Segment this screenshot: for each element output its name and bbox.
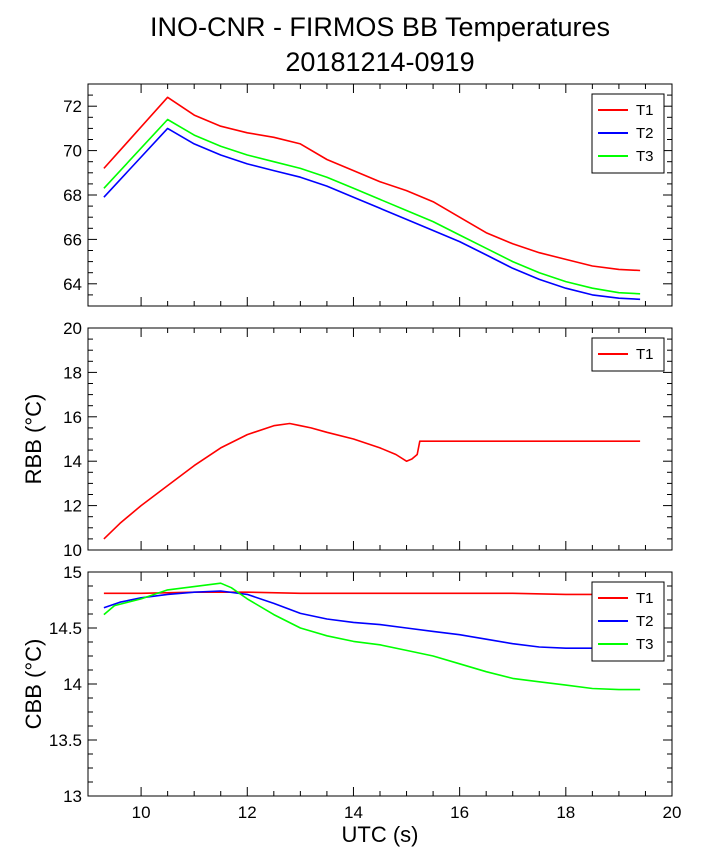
y-tick-label: 64: [63, 275, 82, 294]
x-tick-label: 10: [132, 803, 151, 822]
legend: T1 T2 T3: [591, 581, 665, 662]
legend: T1: [591, 337, 665, 372]
x-axis-label: UTC (s): [342, 822, 419, 847]
y-axis-label: CBB (°C): [21, 639, 46, 730]
y-tick-label: 72: [63, 97, 82, 116]
y-tick-label: 16: [63, 408, 82, 427]
y-tick-label: 13.5: [49, 731, 82, 750]
x-tick-label: 20: [663, 803, 682, 822]
y-tick-label: 15: [63, 563, 82, 582]
y-tick-label: 12: [63, 497, 82, 516]
y-axis-label: RBB (°C): [21, 394, 46, 485]
series-line-t1: [103, 96, 641, 272]
plot-frame: [87, 83, 673, 307]
legend-label-t1: T1: [636, 346, 654, 363]
chart-subtitle: 20181214-0919: [285, 47, 474, 77]
y-tick-label: 68: [63, 186, 82, 205]
y-tick-label: 20: [63, 319, 82, 338]
legend-label-t3: T3: [636, 636, 654, 653]
legend-label-t3: T3: [636, 148, 654, 165]
panel-3: 13 13.5 14 14.5 15 10 12 14 16 18 20 CBB (°C) UTC (s…: [21, 563, 681, 847]
chart-title: INO-CNR - FIRMOS BB Temperatures: [150, 12, 610, 42]
panel-2: 10 12 14 16 18 20 RBB (°C) T1: [21, 319, 673, 560]
legend: T1 T2 T3: [591, 93, 665, 174]
panel-1: 64 66 68 70 72 T1 T2 T3: [63, 83, 673, 307]
legend-label-t1: T1: [636, 102, 654, 119]
plot-frame: [87, 327, 673, 551]
series-line-t3: [103, 118, 641, 295]
legend-label-t2: T2: [636, 125, 654, 142]
series-line-t2: [103, 127, 641, 301]
x-tick-label: 18: [556, 803, 575, 822]
y-tick-label: 18: [63, 363, 82, 382]
y-tick-label: 13: [63, 787, 82, 806]
y-tick-label: 10: [63, 541, 82, 560]
plot-frame: [87, 571, 673, 797]
x-tick-label: 12: [238, 803, 257, 822]
series-line-t3: [103, 582, 641, 691]
x-tick-label: 14: [344, 803, 363, 822]
legend-label-t1: T1: [636, 590, 654, 607]
series-line-t2: [103, 590, 641, 650]
x-tick-label: 16: [450, 803, 469, 822]
y-tick-label: 14: [63, 452, 82, 471]
series-line-t1: [103, 422, 641, 540]
y-tick-label: 70: [63, 142, 82, 161]
y-tick-label: 66: [63, 230, 82, 249]
y-tick-label: 14.5: [49, 619, 82, 638]
legend-label-t2: T2: [636, 613, 654, 630]
y-tick-label: 14: [63, 675, 82, 694]
